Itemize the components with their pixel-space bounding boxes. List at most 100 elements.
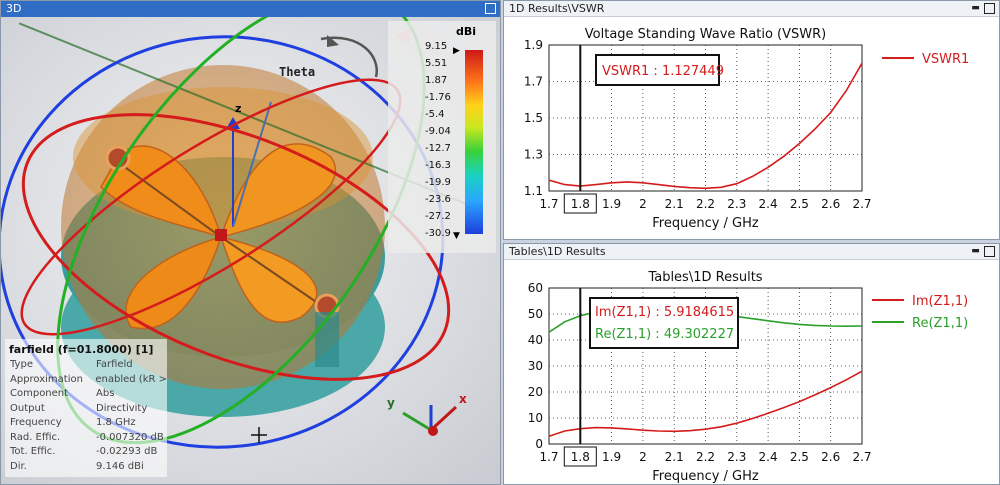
legend-label: Im(Z1,1) <box>912 294 968 309</box>
y-tick-label: 0 <box>535 437 543 451</box>
x-tick-label: 1.9 <box>602 450 621 464</box>
farfield-info-value: -0.007320 dB <box>96 431 164 443</box>
colorbar-top-marker-icon[interactable]: ▶ <box>453 46 460 56</box>
y-tick-label: 1.1 <box>524 184 543 198</box>
minimize-icon[interactable]: ▬ <box>971 246 980 256</box>
marker-x-box <box>563 193 597 214</box>
farfield-info-value: 1.8 GHz <box>96 417 136 428</box>
x-tick-label: 2.3 <box>727 450 746 464</box>
vswr-marker-value: VSWR1 : 1.127449 <box>602 64 724 79</box>
x-tick-label: 2 <box>639 197 647 211</box>
farfield-info-row: Output Directivity <box>5 402 167 417</box>
maximize-icon[interactable] <box>485 3 496 14</box>
farfield-info-key: Output <box>10 402 45 414</box>
farfield-info-value: Farfield <box>96 359 133 370</box>
farfield-info-row: Type Farfield <box>5 358 167 373</box>
colorbar-unit: dBi <box>456 25 477 38</box>
y-tick-label: 1.9 <box>524 38 543 52</box>
panel-tables-titlebar[interactable]: Tables\1D Results ▬ <box>504 244 999 260</box>
impedance-chart[interactable]: Tables\1D Results 1.7 1.8 1.9 2 2.1 2.2 2.3 2.4 2… <box>504 260 999 484</box>
colorbar-tick-label: -30.9 <box>425 228 451 239</box>
farfield-info-value: -0.02293 dB <box>96 446 158 457</box>
farfield-info-key: Frequency <box>10 417 62 428</box>
x-tick-label: 1.7 <box>539 450 558 464</box>
chart-title: Voltage Standing Wave Ratio (VSWR) <box>585 27 826 42</box>
farfield-info-row: Tot. Effic. -0.02293 dB <box>5 445 167 460</box>
im-marker-value: Im(Z1,1) : 5.9184615 <box>595 305 734 320</box>
x-tick-label: 2.6 <box>821 197 840 211</box>
move-cursor-icon <box>251 427 267 443</box>
x-tick-label: 2.5 <box>790 450 809 464</box>
colorbar-tick-label: -27.2 <box>425 211 451 222</box>
panel-vswr-title: 1D Results\VSWR <box>509 2 605 15</box>
x-tick-label: 2.7 <box>852 450 871 464</box>
colorbar-tick-label: 5.51 <box>425 58 448 69</box>
y-tick-label: 10 <box>528 411 543 425</box>
farfield-info-key: Dir. <box>10 460 27 472</box>
x-tick-label: 2.1 <box>665 197 684 211</box>
minimize-icon[interactable]: ▬ <box>971 3 980 13</box>
panel-3d: 3D <box>0 0 501 485</box>
colorbar-tick-label: -23.6 <box>425 194 451 205</box>
y-tick-label: 1.3 <box>524 148 543 162</box>
farfield-info-value: 9.146 dBi <box>96 460 144 472</box>
series-line <box>548 370 863 437</box>
axes-gizmo: x y <box>387 392 467 436</box>
marker-x-label: 1.8 <box>571 450 590 464</box>
x-tick-label: 2.3 <box>727 197 746 211</box>
colorbar-tick-label: 9.15 <box>425 41 448 52</box>
panel-vswr: 1D Results\VSWR ▬ Voltage Standing Wave … <box>503 0 1000 240</box>
vswr-chart[interactable]: Voltage Standing Wave Ratio (VSWR) 1.7 1.8… <box>504 17 999 239</box>
farfield-info-value: Directivity <box>96 402 148 414</box>
x-tick-label: 2 <box>639 450 647 464</box>
legend-label: VSWR1 <box>922 52 969 67</box>
marker-x-box <box>563 446 597 467</box>
y-tick-label: 30 <box>528 359 543 373</box>
farfield-info-key: Tot. Effic. <box>10 446 56 457</box>
x-tick-label: 2.7 <box>852 197 871 211</box>
panel-vswr-titlebar[interactable]: 1D Results\VSWR ▬ <box>504 1 999 17</box>
y-tick-label: 40 <box>528 333 543 347</box>
maximize-icon[interactable] <box>984 246 995 257</box>
farfield-info-value: enabled (kR > <box>95 373 167 385</box>
legend-label: Re(Z1,1) <box>912 316 968 331</box>
colorbar <box>465 50 483 234</box>
panel-tables-title: Tables\1D Results <box>509 245 606 258</box>
chart-title: Tables\1D Results <box>647 270 762 285</box>
y-tick-label: 60 <box>528 281 543 295</box>
y-tick-label: 20 <box>528 385 543 399</box>
panel-3d-title: 3D <box>6 2 22 15</box>
farfield-info-key: Component <box>10 388 69 399</box>
colorbar-tick-label: -12.7 <box>425 143 451 154</box>
x-tick-label: 2.4 <box>759 450 778 464</box>
colorbar-bottom-marker-icon[interactable]: ▼ <box>453 231 460 241</box>
farfield-info-row: Approximation enabled (kR > <box>5 373 167 388</box>
colorbar-tick-label: -16.3 <box>425 160 451 171</box>
farfield-info-row: Dir. 9.146 dBi <box>5 460 167 475</box>
panel-3d-titlebar[interactable]: 3D <box>1 1 500 17</box>
farfield-info-key: Type <box>10 359 33 370</box>
panel-tables: Tables\1D Results ▬ Tables\1D Results 1.7… <box>503 243 1000 485</box>
re-marker-value: Re(Z1,1) : 49.302227 <box>595 327 734 342</box>
x-tick-label: 2.1 <box>665 450 684 464</box>
x-axis-label: x <box>459 392 467 406</box>
theta-label: Theta <box>279 65 316 79</box>
farfield-info-value: Abs <box>96 388 115 399</box>
maximize-icon[interactable] <box>984 3 995 14</box>
farfield-info-row: Component Abs <box>5 387 167 402</box>
x-tick-label: 2.5 <box>790 197 809 211</box>
series-line <box>548 62 863 190</box>
farfield-info-row: Rad. Effic. -0.007320 dB <box>5 431 167 446</box>
colorbar-tick-label: -19.9 <box>425 177 451 188</box>
colorbar-tick-label: -9.04 <box>425 126 451 137</box>
colorbar-tick-label: -1.76 <box>425 92 451 103</box>
marker-value-box <box>595 54 720 86</box>
colorbar-tick-label: 1.87 <box>425 75 448 86</box>
x-tick-label: 1.7 <box>539 197 558 211</box>
z-axis-label: z <box>235 102 241 115</box>
marker-value-box <box>589 297 739 349</box>
y-tick-label: 1.5 <box>524 111 543 125</box>
farfield-info-box: farfield (f=01.8000) [1] Type Farfield App… <box>5 339 167 477</box>
x-tick-label: 2.2 <box>696 450 715 464</box>
bowtie-antenna <box>100 143 340 367</box>
